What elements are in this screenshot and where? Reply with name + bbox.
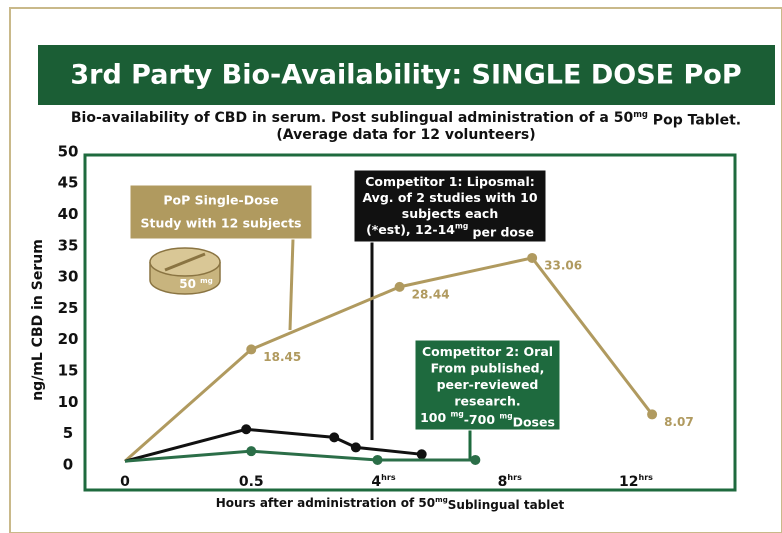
y-tick-label: 40 (58, 205, 79, 223)
text-part: Bio-availability of CBD in serum. Post s… (71, 110, 634, 126)
y-tick-label: 50 (58, 142, 79, 160)
annotation-text: From published, (431, 360, 545, 375)
annotation-text: Competitor 2: Oral (422, 344, 553, 359)
annotation-text: peer-reviewed (437, 377, 539, 392)
value-label: 18.45 (263, 350, 301, 364)
superscript: mg (451, 409, 464, 418)
text-part: Hours after administration of 50 (216, 496, 435, 510)
text-part: research. (454, 393, 520, 408)
data-point (527, 253, 537, 263)
value-label: 28.44 (412, 287, 450, 301)
superscript: mg (499, 412, 512, 421)
data-point (246, 344, 256, 354)
tick-number: 4 (371, 474, 381, 490)
y-tick-label: 15 (58, 362, 79, 380)
text-part: -700 (464, 412, 500, 427)
y-tick-label: 30 (58, 268, 79, 286)
y-tick-label: 45 (58, 174, 79, 192)
annotation-text: research. (454, 393, 520, 408)
subtitle: Bio-availability of CBD in serum. Post s… (71, 109, 741, 129)
annotation-text: (*est), 12-14mg per dose (366, 222, 534, 239)
text-part: peer-reviewed (437, 377, 539, 392)
x-tick-label: 0.5 (239, 474, 264, 490)
pill-icon: 50 mg (150, 248, 220, 294)
text-part: subjects each (402, 206, 498, 221)
text-part: 100 (420, 409, 450, 424)
text-part: Avg. of 2 studies with 10 (362, 190, 537, 205)
annotation-text: Study with 12 subjects (140, 215, 301, 230)
y-tick-label: 5 (63, 424, 73, 442)
data-point (373, 455, 383, 465)
data-point (647, 409, 657, 419)
text-part: (*est), 12-14 (366, 222, 455, 237)
text-part: Study with 12 subjects (140, 215, 301, 230)
data-point (470, 455, 480, 465)
x-tick-label: 8hrs (498, 473, 522, 491)
y-tick-label: 10 (58, 393, 79, 411)
data-point (351, 442, 361, 452)
text-part: per dose (468, 224, 534, 239)
superscript: mg (633, 109, 648, 119)
text-part: Doses (513, 414, 555, 429)
text-part: 50 (179, 277, 200, 291)
y-tick-label: 25 (58, 299, 79, 317)
tick-number: 8 (498, 474, 508, 490)
annotation-text: PoP Single-Dose (163, 192, 278, 207)
value-label: 33.06 (544, 258, 582, 272)
text-part: Competitor 2: Oral (422, 344, 553, 359)
data-point (395, 282, 405, 292)
annotation-text: Avg. of 2 studies with 10 (362, 190, 537, 205)
tick-unit: hrs (507, 473, 522, 482)
annotation-text: Competitor 1: Liposmal: (365, 174, 535, 189)
annotation-text: subjects each (402, 206, 498, 221)
data-point (241, 424, 251, 434)
tick-number: 12 (619, 474, 638, 490)
text-part: From published, (431, 360, 545, 375)
x-axis-title: Hours after administration of 50mgSublin… (216, 495, 565, 512)
superscript: mg (455, 222, 468, 231)
data-point (329, 432, 339, 442)
tick-unit: hrs (639, 473, 654, 482)
leader-line (290, 239, 293, 330)
x-tick-label: 12hrs (619, 473, 653, 491)
chart: 3rd Party Bio-Availability: SINGLE DOSE … (0, 0, 782, 533)
text-part: PoP Single-Dose (163, 192, 278, 207)
y-axis-title: ng/mL CBD in Serum (30, 239, 46, 401)
y-tick-label: 0 (63, 455, 73, 473)
superscript: mg (200, 276, 213, 285)
data-point (417, 449, 427, 459)
data-point (246, 446, 256, 456)
text-part: Sublingual tablet (448, 498, 565, 512)
y-tick-label: 35 (58, 236, 79, 254)
text-part: Pop Tablet. (648, 113, 741, 129)
x-tick-label: 4hrs (371, 473, 395, 491)
tick-unit: hrs (381, 473, 396, 482)
text-part: Competitor 1: Liposmal: (365, 174, 535, 189)
y-tick-label: 20 (58, 330, 79, 348)
subtitle-2: (Average data for 12 volunteers) (276, 127, 535, 143)
chart-title: 3rd Party Bio-Availability: SINGLE DOSE … (70, 60, 741, 91)
x-tick-label: 0 (120, 474, 130, 490)
superscript: mg (435, 495, 448, 504)
value-label: 8.07 (664, 415, 694, 429)
